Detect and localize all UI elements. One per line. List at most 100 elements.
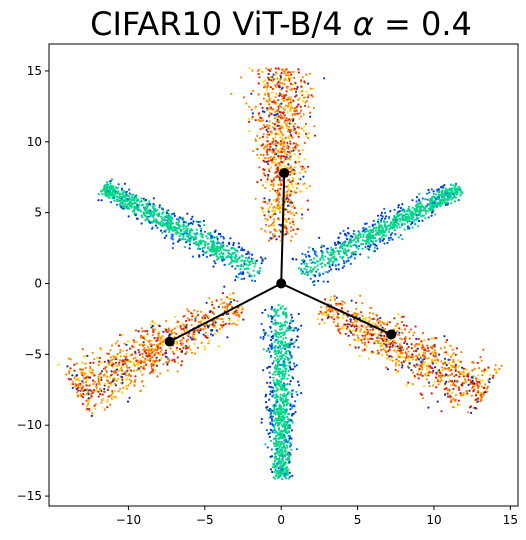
scatter-point	[347, 256, 350, 259]
scatter-point	[291, 474, 294, 477]
scatter-point	[220, 252, 223, 255]
scatter-point	[295, 364, 298, 367]
scatter-point	[375, 229, 378, 232]
scatter-point	[461, 383, 464, 386]
scatter-point	[385, 227, 388, 230]
scatter-point	[313, 284, 316, 287]
scatter-point	[280, 477, 284, 481]
scatter-point	[397, 313, 400, 316]
scatter-point	[407, 350, 410, 353]
scatter-point	[403, 341, 406, 345]
scatter-point	[398, 226, 401, 229]
scatter-point	[276, 449, 279, 452]
scatter-point	[365, 241, 368, 244]
scatter-point	[171, 213, 174, 216]
scatter-point	[293, 405, 296, 408]
scatter-point	[266, 366, 269, 370]
scatter-point	[420, 371, 423, 374]
scatter-point	[233, 322, 236, 325]
scatter-point	[267, 224, 271, 228]
scatter-point	[393, 339, 396, 343]
scatter-point	[273, 142, 276, 146]
scatter-point	[289, 443, 292, 446]
scatter-point	[128, 188, 131, 191]
scatter-point	[285, 432, 288, 435]
scatter-point	[285, 90, 288, 93]
scatter-point	[201, 233, 204, 236]
scatter-point	[273, 464, 276, 467]
scatter-point	[352, 329, 355, 332]
scatter-point	[268, 157, 271, 160]
scatter-point	[144, 357, 147, 360]
scatter-point	[279, 435, 282, 439]
scatter-point	[354, 237, 357, 240]
scatter-point	[317, 260, 320, 263]
scatter-point	[443, 200, 446, 203]
scatter-point	[281, 133, 284, 136]
scatter-point	[357, 237, 360, 240]
scatter-point	[287, 431, 290, 434]
scatter-point	[221, 306, 224, 309]
scatter-point	[237, 246, 240, 249]
scatter-point	[328, 262, 331, 265]
scatter-point	[285, 74, 288, 77]
scatter-point	[366, 247, 369, 250]
scatter-point	[290, 339, 293, 342]
scatter-point	[384, 339, 387, 342]
scatter-point	[270, 180, 274, 183]
scatter-point	[343, 232, 347, 236]
scatter-point	[300, 207, 303, 210]
scatter-point	[271, 161, 274, 164]
scatter-point	[274, 373, 277, 376]
scatter-point	[440, 410, 443, 413]
scatter-point	[286, 383, 289, 386]
scatter-point	[179, 238, 182, 241]
scatter-point	[369, 244, 372, 247]
scatter-point	[262, 210, 265, 214]
scatter-point	[171, 246, 174, 250]
scatter-point	[275, 113, 278, 116]
scatter-point	[245, 267, 248, 271]
scatter-point	[263, 214, 266, 217]
scatter-point	[199, 310, 203, 313]
scatter-point	[274, 115, 278, 118]
scatter-point	[289, 154, 293, 158]
scatter-point	[159, 346, 162, 349]
scatter-point	[118, 361, 121, 364]
scatter-point	[229, 237, 232, 240]
scatter-point	[382, 237, 385, 241]
scatter-point	[301, 100, 304, 103]
scatter-point	[445, 339, 449, 342]
scatter-point	[434, 204, 437, 207]
scatter-point	[277, 67, 280, 70]
scatter-point	[285, 355, 288, 358]
scatter-point	[187, 236, 191, 239]
scatter-point	[457, 199, 460, 202]
scatter-point	[296, 335, 299, 338]
scatter-point	[226, 244, 229, 248]
scatter-point	[344, 332, 347, 335]
scatter-point	[267, 94, 270, 98]
scatter-point	[270, 418, 273, 421]
scatter-point	[436, 400, 439, 403]
scatter-point	[313, 262, 316, 265]
scatter-point	[137, 199, 140, 202]
scatter-point	[284, 471, 287, 474]
scatter-point	[270, 203, 273, 206]
scatter-point	[423, 347, 426, 350]
scatter-point	[364, 326, 367, 329]
scatter-point	[275, 170, 278, 173]
scatter-point	[376, 319, 379, 322]
scatter-point	[322, 272, 325, 275]
scatter-point	[330, 308, 333, 311]
scatter-point	[258, 270, 261, 273]
scatter-point	[243, 262, 246, 265]
scatter-point	[366, 333, 369, 336]
scatter-point	[371, 328, 374, 331]
scatter-point	[255, 147, 258, 150]
scatter-point	[441, 379, 445, 382]
scatter-point	[269, 145, 272, 148]
scatter-point	[177, 232, 181, 235]
scatter-point	[368, 311, 371, 315]
scatter-point	[452, 387, 455, 391]
